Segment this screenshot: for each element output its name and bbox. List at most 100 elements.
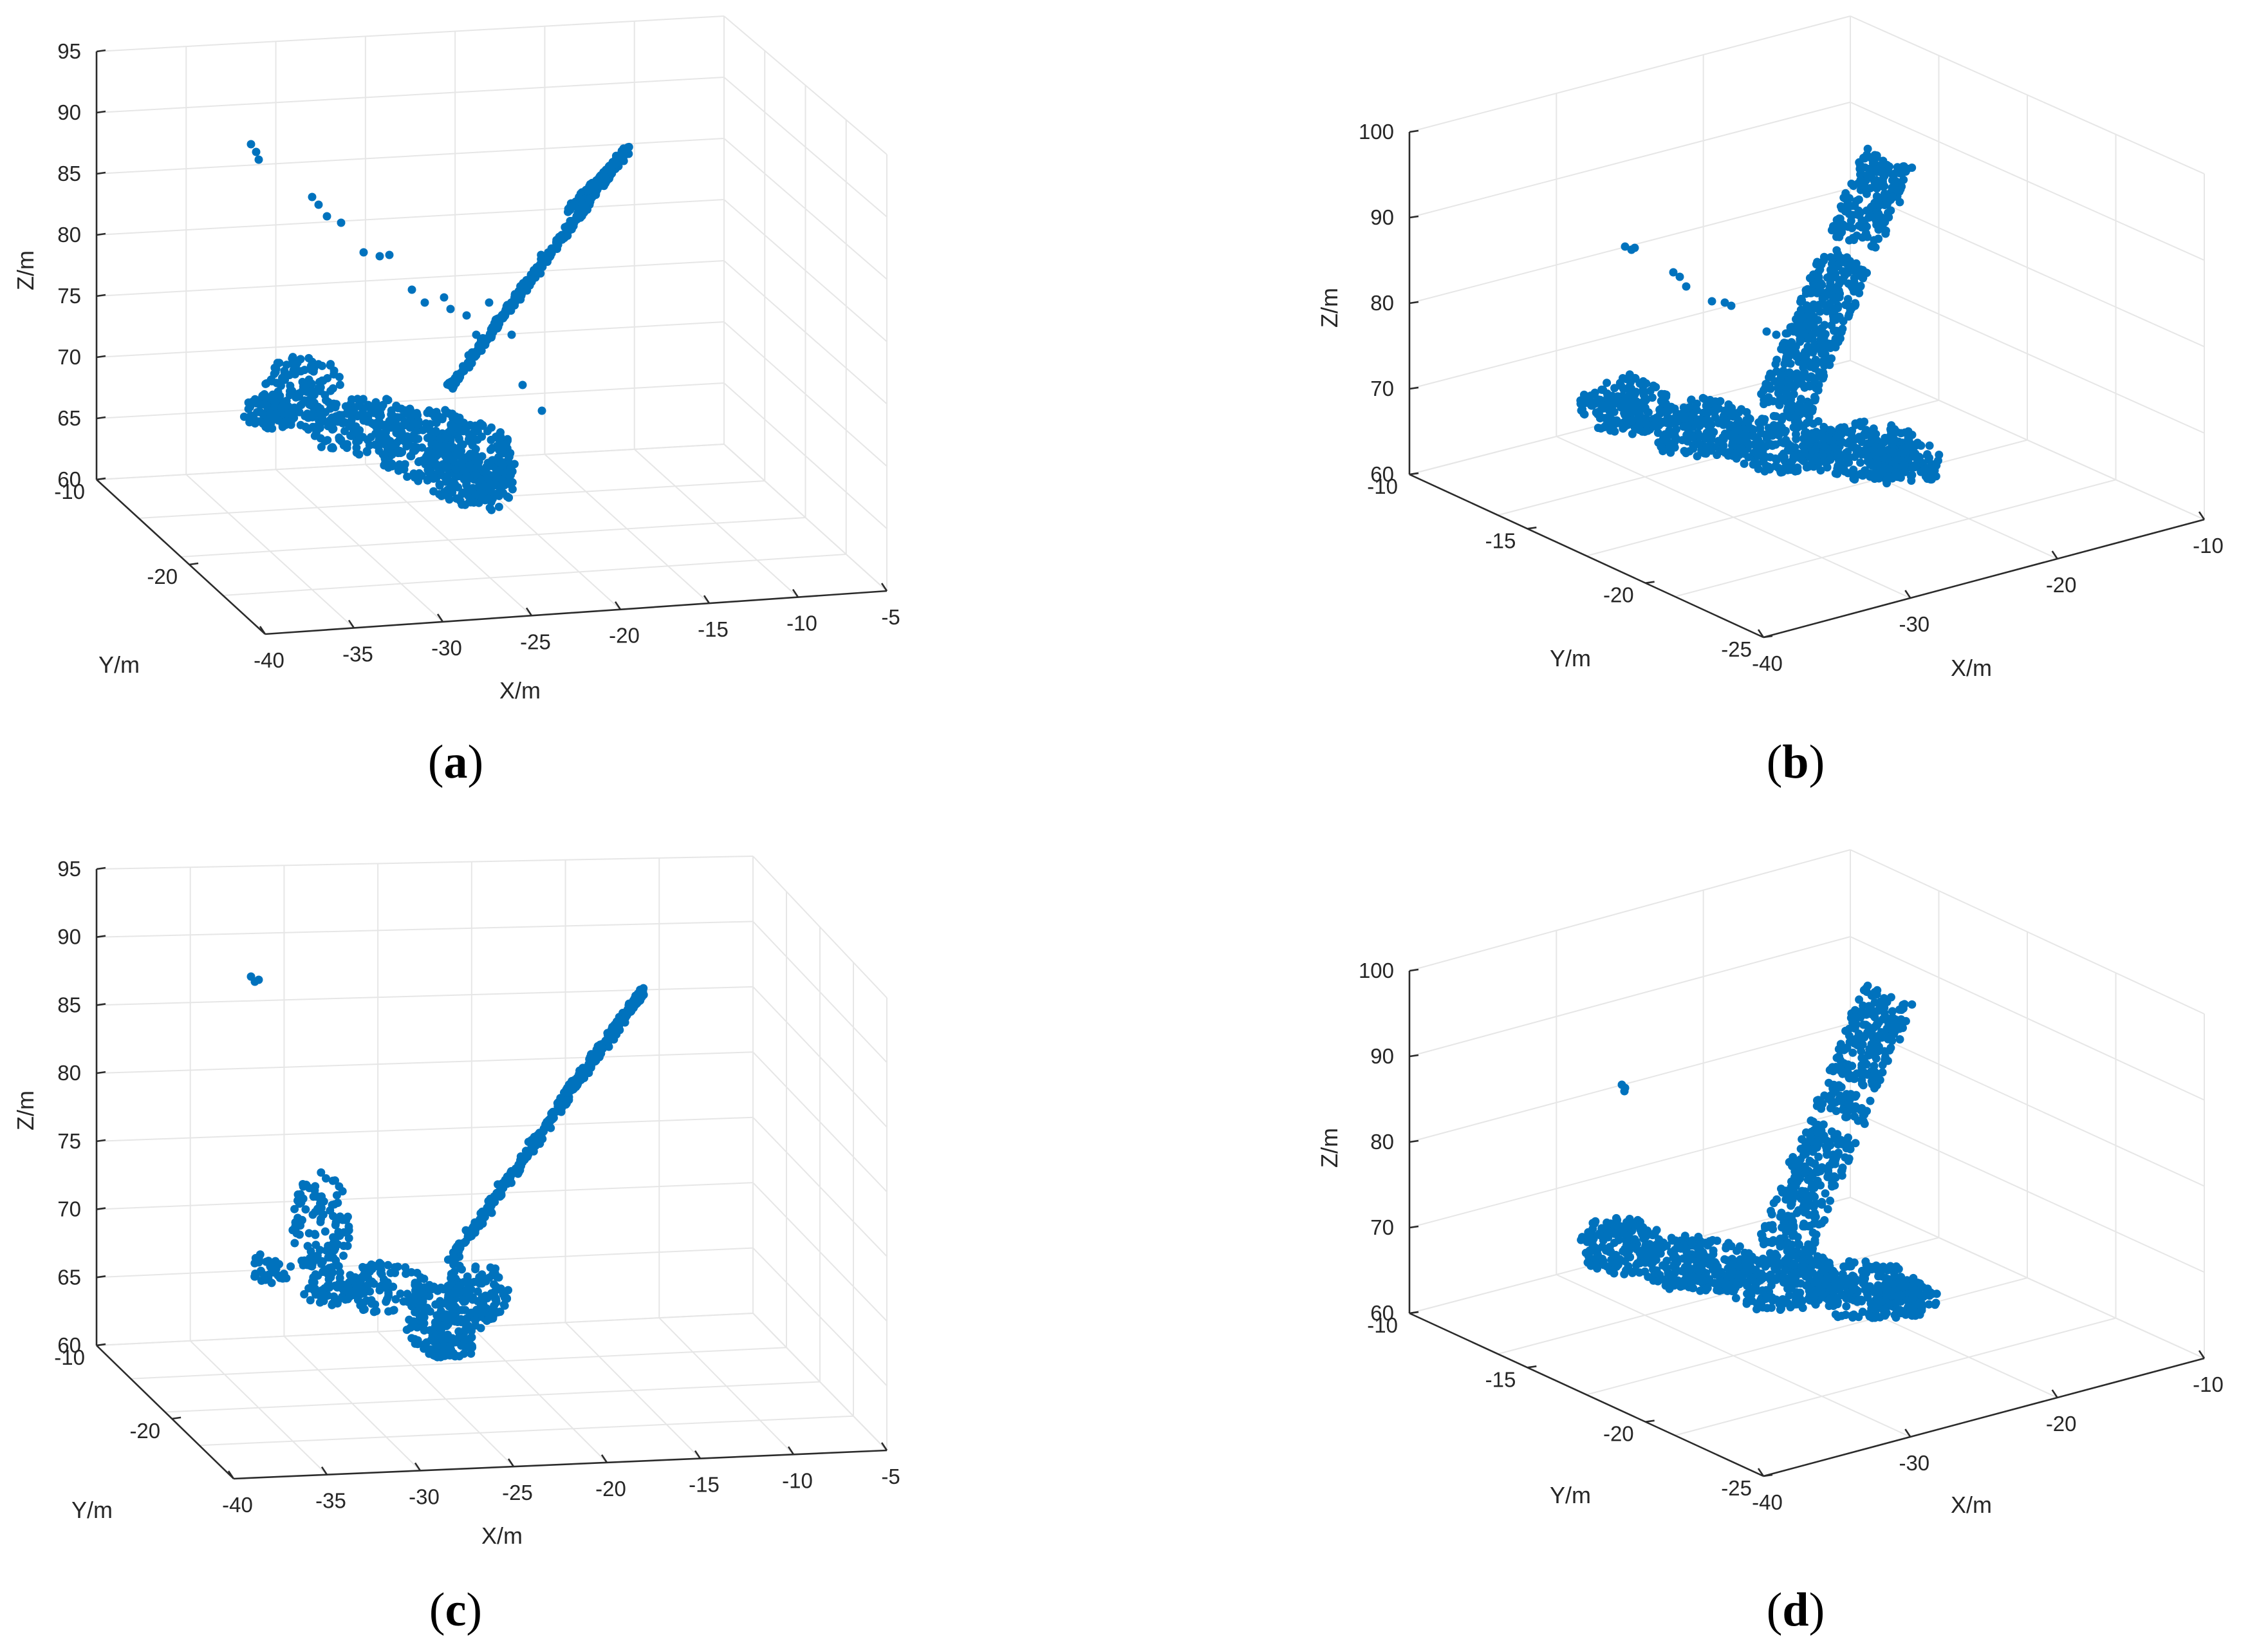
data-point (387, 459, 396, 468)
data-point (403, 473, 412, 481)
data-point (414, 435, 423, 444)
data-point (1848, 467, 1857, 476)
data-point (1814, 1152, 1823, 1161)
data-point (1711, 413, 1720, 422)
data-point (306, 1261, 315, 1270)
data-point (1826, 253, 1835, 262)
data-point (1796, 335, 1805, 344)
data-point (1861, 183, 1870, 192)
data-point (254, 1258, 263, 1267)
data-point (300, 1256, 309, 1265)
data-point (1786, 392, 1795, 400)
data-point (1840, 423, 1849, 432)
data-point (355, 450, 364, 459)
data-point (1893, 455, 1902, 464)
data-point (1617, 403, 1626, 412)
data-point (471, 1223, 480, 1232)
data-point (1707, 420, 1716, 429)
data-point (1709, 427, 1718, 436)
x-tick-label: -5 (881, 1465, 900, 1488)
data-point (436, 435, 445, 444)
data-point (478, 1207, 487, 1216)
data-point (1872, 182, 1881, 191)
data-point (505, 449, 514, 458)
data-point (366, 402, 375, 411)
data-point (317, 442, 326, 451)
x-tick-label: -40 (222, 1493, 253, 1517)
x-tick-label: -15 (689, 1473, 720, 1497)
data-point (1707, 297, 1716, 306)
data-point (1678, 409, 1687, 418)
data-point (1626, 1219, 1635, 1228)
data-point (1618, 374, 1627, 382)
data-point (335, 1273, 344, 1282)
data-point (1632, 1260, 1641, 1269)
data-point (1859, 1117, 1868, 1126)
data-point (1839, 276, 1848, 285)
data-point (1625, 370, 1634, 379)
data-point (1594, 395, 1603, 404)
data-point (1863, 1022, 1872, 1031)
data-point (1833, 447, 1842, 456)
data-point (1593, 1264, 1602, 1273)
data-point (377, 440, 386, 448)
data-point (1846, 281, 1855, 290)
data-point (607, 1032, 616, 1041)
data-point (362, 1296, 371, 1305)
data-point (1814, 1168, 1822, 1177)
data-point (375, 413, 384, 422)
data-point (454, 1316, 463, 1325)
data-point (1837, 1083, 1846, 1092)
z-tick-label: 90 (1370, 1044, 1394, 1068)
z-tick-label: 60 (57, 1333, 81, 1357)
data-point (492, 1297, 501, 1306)
data-point (463, 453, 472, 462)
data-point (1899, 1024, 1907, 1033)
data-point (492, 1190, 501, 1199)
data-point (379, 421, 388, 430)
data-point (1754, 464, 1763, 473)
data-point (1765, 465, 1774, 474)
data-point (313, 402, 322, 411)
data-point (347, 416, 356, 425)
data-point (471, 1265, 480, 1273)
y-tick-label: -15 (1485, 1367, 1516, 1391)
data-point (1844, 312, 1853, 321)
data-point (280, 366, 289, 375)
data-point (523, 1152, 532, 1161)
data-point (460, 1349, 469, 1358)
data-point (1820, 1091, 1829, 1100)
data-point (495, 445, 503, 454)
data-point (1762, 382, 1771, 391)
data-point (1826, 1091, 1835, 1100)
data-point (1660, 407, 1669, 416)
data-point (1670, 443, 1679, 452)
data-point (1823, 463, 1832, 472)
data-point (1801, 1197, 1810, 1206)
data-point (1695, 431, 1704, 440)
data-point (406, 1323, 415, 1332)
data-point (1814, 315, 1823, 324)
data-point (1652, 413, 1661, 422)
data-point (1702, 401, 1711, 410)
data-point (1806, 274, 1815, 283)
data-point (261, 1275, 270, 1284)
data-point (1848, 1048, 1857, 1057)
data-point (460, 1288, 469, 1297)
data-point (278, 1274, 287, 1283)
data-point (317, 413, 326, 422)
data-point (359, 248, 368, 257)
data-point (1727, 301, 1736, 310)
data-point (1906, 439, 1915, 448)
data-point (1879, 1015, 1887, 1024)
data-point (304, 1229, 313, 1238)
data-point (1613, 1259, 1622, 1268)
data-point (403, 432, 412, 441)
data-point (1702, 444, 1711, 453)
data-point (1817, 1104, 1826, 1113)
z-tick-label: 80 (57, 223, 81, 247)
data-point (271, 1257, 280, 1266)
data-point (438, 413, 447, 422)
data-point (1824, 339, 1833, 348)
data-point (300, 1290, 309, 1298)
